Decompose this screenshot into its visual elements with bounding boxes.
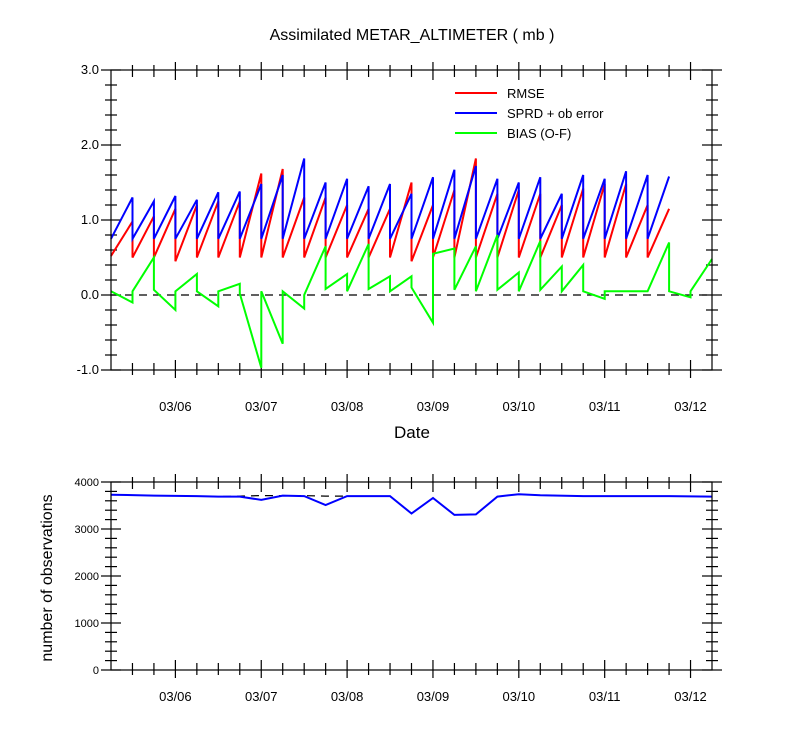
y-tick-label: -1.0 — [77, 362, 99, 377]
y-tick-label: 3000 — [75, 524, 99, 536]
top-plot-frame — [110, 69, 713, 371]
legend-label: SPRD + ob error — [507, 106, 604, 121]
series-line-bias-o-f — [110, 234, 713, 369]
y-tick-label: 3.0 — [81, 62, 99, 77]
y-tick-label: 2000 — [75, 571, 99, 583]
series-line-sprd-ob-error — [110, 158, 671, 243]
x-tick-label: 03/09 — [417, 399, 450, 414]
x-tick-label: 03/08 — [331, 689, 364, 704]
x-tick-label: 03/12 — [674, 399, 707, 414]
y-tick-label: 0 — [93, 665, 99, 677]
x-tick-label: 03/11 — [589, 399, 621, 414]
legend-label: RMSE — [507, 86, 545, 101]
x-tick-label: 03/07 — [245, 689, 278, 704]
y-tick-label: 2.0 — [81, 137, 99, 152]
x-tick-label: 03/08 — [331, 399, 364, 414]
x-tick-label: 03/11 — [589, 689, 621, 704]
y-tick-label: 1.0 — [81, 212, 99, 227]
chart-title: Assimilated METAR_ALTIMETER ( mb ) — [270, 27, 555, 44]
y-tick-label: 0.0 — [81, 287, 99, 302]
legend: RMSE SPRD + ob error BIAS (O-F) — [455, 86, 604, 141]
bottom-plot-layer: 03/06 03/07 03/08 03/09 03/10 03/11 03/12 0 1000… — [75, 474, 722, 704]
x-tick-label: 03/06 — [159, 689, 192, 704]
legend-label: BIAS (O-F) — [507, 126, 571, 141]
top-plot-layer: 03/06 03/07 03/08 03/09 03/10 03/11 03/12 -1.0 0… — [77, 62, 722, 414]
bottom-plot-frame — [110, 481, 713, 671]
series-line-assimilated-observations — [110, 493, 713, 516]
x-axis-label: Date — [394, 423, 430, 442]
y-axis-label-observations: number of observations — [39, 494, 56, 661]
x-tick-label: 03/12 — [674, 689, 707, 704]
x-tick-label: 03/10 — [503, 689, 536, 704]
x-tick-label: 03/09 — [417, 689, 450, 704]
x-tick-label: 03/10 — [503, 399, 536, 414]
x-tick-label: 03/07 — [245, 399, 278, 414]
x-tick-label: 03/06 — [159, 399, 192, 414]
y-tick-label: 4000 — [75, 477, 99, 489]
series-line-possible-observations — [110, 493, 713, 516]
y-tick-label: 1000 — [75, 618, 99, 630]
